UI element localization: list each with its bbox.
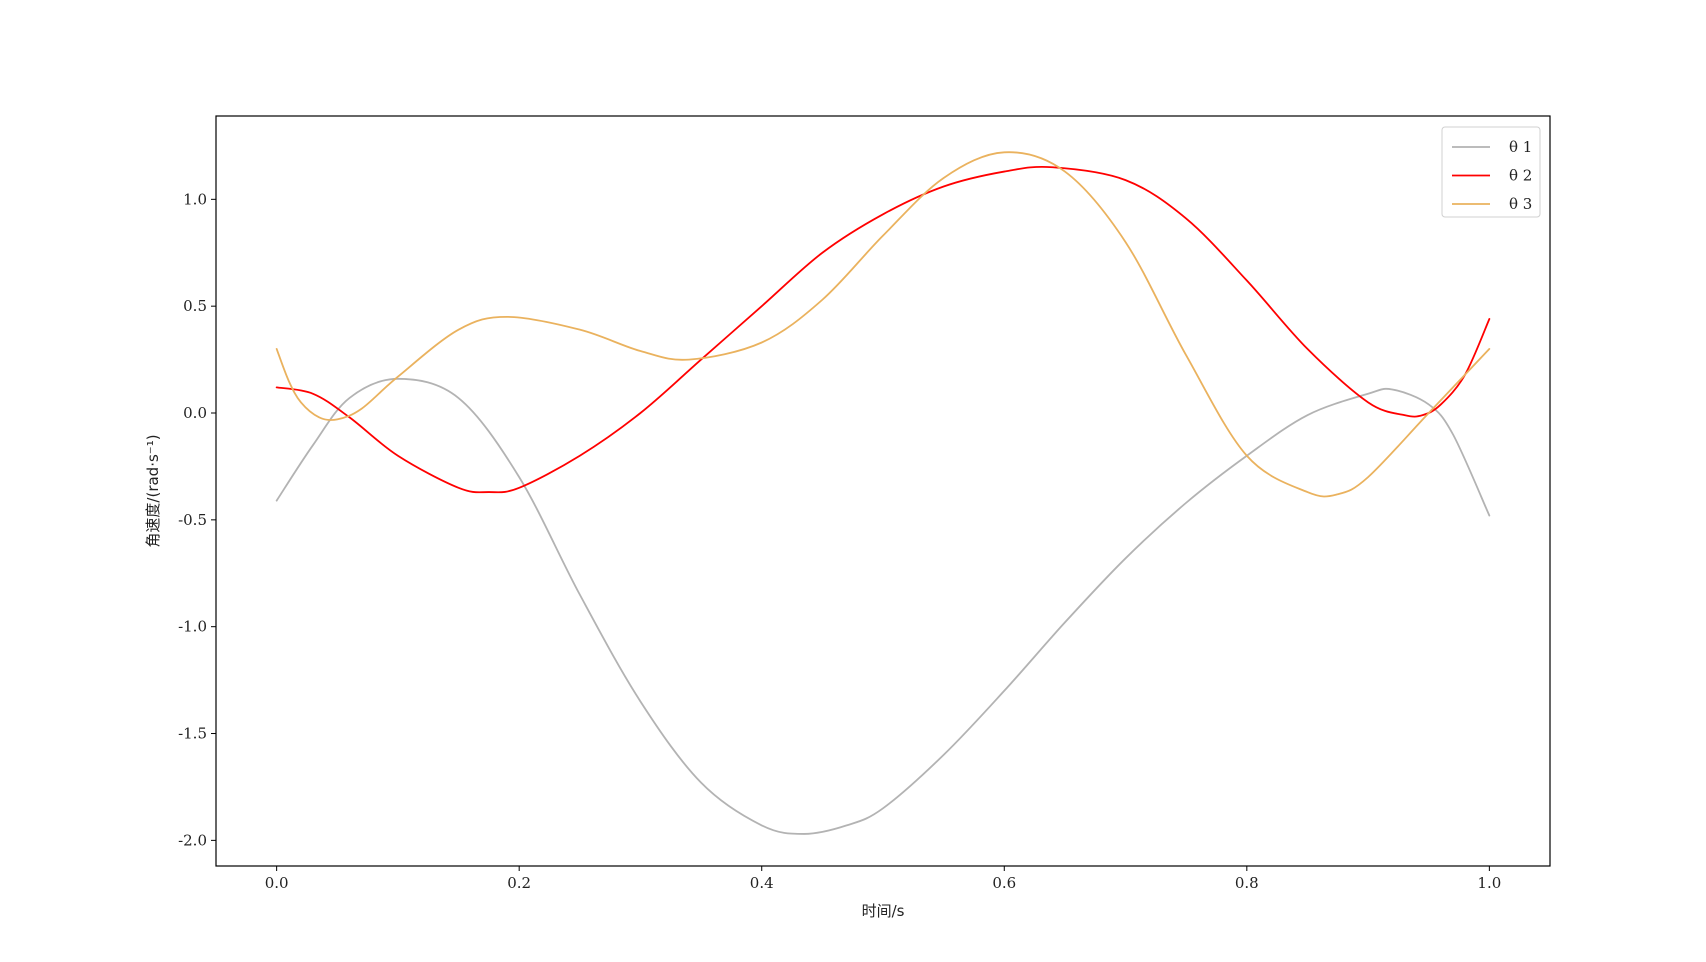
x-tick-label: 0.0 [265, 874, 289, 892]
x-tick-label: 1.0 [1477, 874, 1501, 892]
legend-label: θ 2 [1509, 167, 1532, 185]
y-tick-label: 1.0 [183, 190, 207, 208]
series-line-1 [275, 377, 1491, 835]
y-tick-label: -1.0 [178, 618, 207, 636]
series-line-3 [275, 151, 1491, 498]
x-axis: 0.0 0.2 0.4 0.6 0.8 1.0 [265, 866, 1501, 892]
x-axis-label: 时间/s [862, 902, 905, 920]
y-tick-label: 0.0 [183, 404, 207, 422]
series-line-2 [275, 165, 1491, 494]
legend-label: θ 1 [1509, 138, 1532, 156]
plot-area [215, 115, 1551, 867]
legend: θ 1 θ 2 θ 3 [1441, 126, 1541, 218]
y-tick-label: -2.0 [178, 831, 207, 849]
y-tick-label: -1.5 [178, 725, 207, 743]
y-tick-label: -0.5 [178, 511, 207, 529]
y-axis-label: 角速度/(rad·s⁻¹) [144, 434, 162, 547]
y-axis: 1.0 0.5 0.0 -0.5 -1.0 -1.5 -2.0 [178, 190, 216, 849]
x-tick-label: 0.6 [992, 874, 1016, 892]
legend-label: θ 3 [1509, 195, 1532, 213]
series-lines [275, 151, 1491, 835]
legend-box [1441, 126, 1541, 218]
x-tick-label: 0.8 [1235, 874, 1259, 892]
y-tick-label: 0.5 [183, 297, 207, 315]
x-tick-label: 0.4 [750, 874, 774, 892]
x-tick-label: 0.2 [507, 874, 531, 892]
